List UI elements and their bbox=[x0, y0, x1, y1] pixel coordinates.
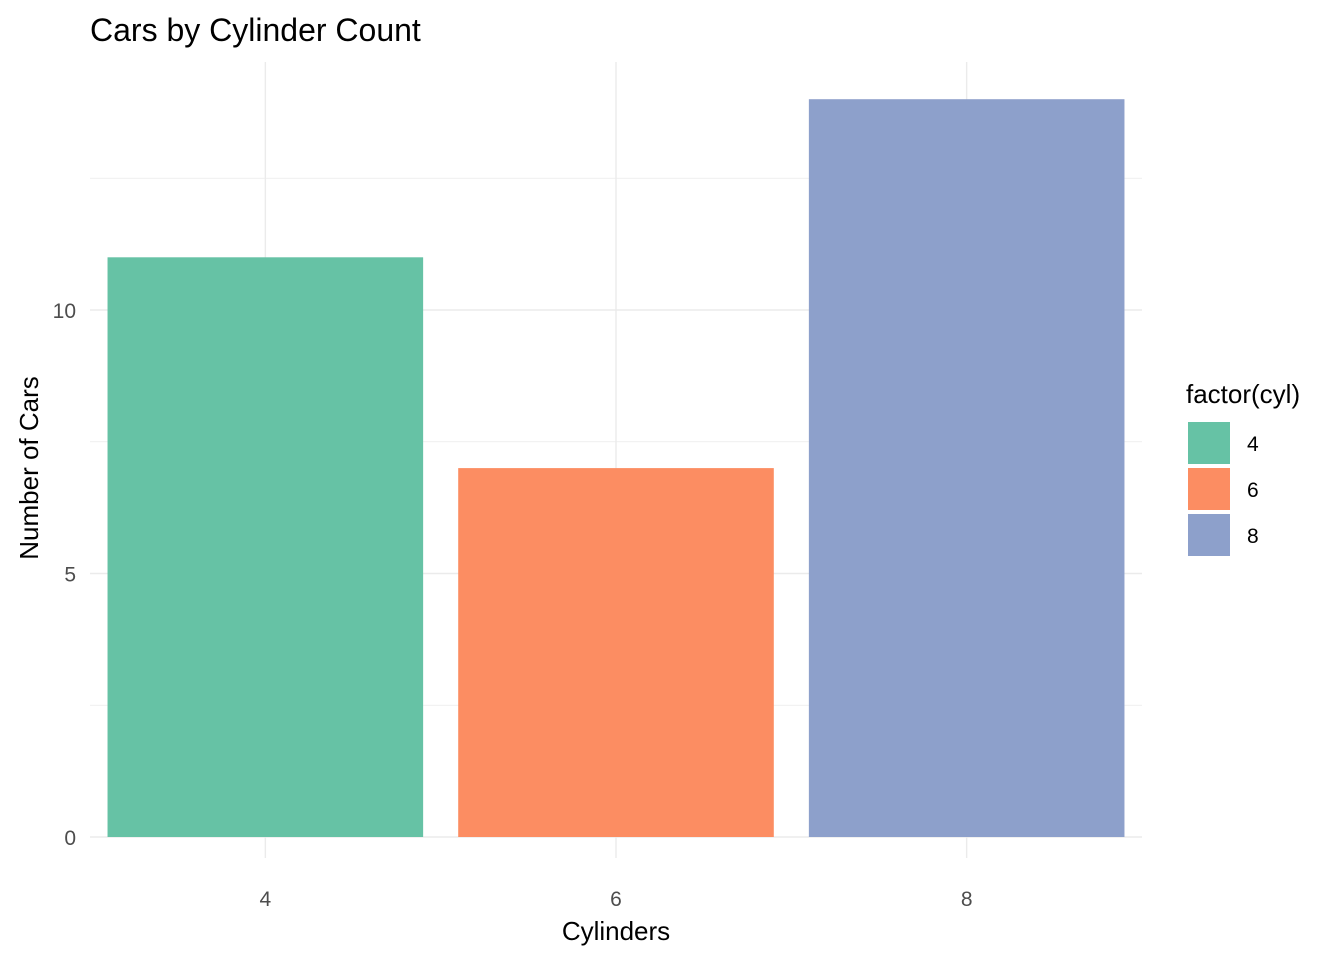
legend-key-6 bbox=[1188, 468, 1230, 510]
legend-title: factor(cyl) bbox=[1186, 379, 1300, 409]
x-axis-ticks: 4 6 8 bbox=[259, 888, 972, 911]
legend-label: 8 bbox=[1247, 525, 1259, 548]
bar-6 bbox=[458, 468, 774, 837]
x-tick-label: 8 bbox=[961, 888, 973, 911]
bars bbox=[107, 99, 1125, 837]
y-tick-label: 5 bbox=[64, 564, 76, 587]
x-axis-title: Cylinders bbox=[562, 916, 670, 946]
legend-key-4 bbox=[1188, 422, 1230, 464]
x-tick-label: 4 bbox=[259, 888, 271, 911]
y-tick-label: 0 bbox=[64, 827, 76, 850]
y-tick-label: 10 bbox=[53, 300, 76, 323]
bar-4 bbox=[107, 257, 424, 837]
chart-title: Cars by Cylinder Count bbox=[90, 12, 421, 48]
legend-label: 4 bbox=[1247, 433, 1259, 456]
x-tick-label: 6 bbox=[610, 888, 622, 911]
bar-8 bbox=[808, 99, 1125, 837]
legend-label: 6 bbox=[1247, 479, 1259, 502]
legend: factor(cyl) 4 6 8 bbox=[1186, 379, 1300, 556]
y-axis-title: Number of Cars bbox=[14, 376, 44, 560]
legend-key-8 bbox=[1188, 514, 1230, 556]
y-axis-ticks: 0 5 10 bbox=[53, 300, 76, 850]
